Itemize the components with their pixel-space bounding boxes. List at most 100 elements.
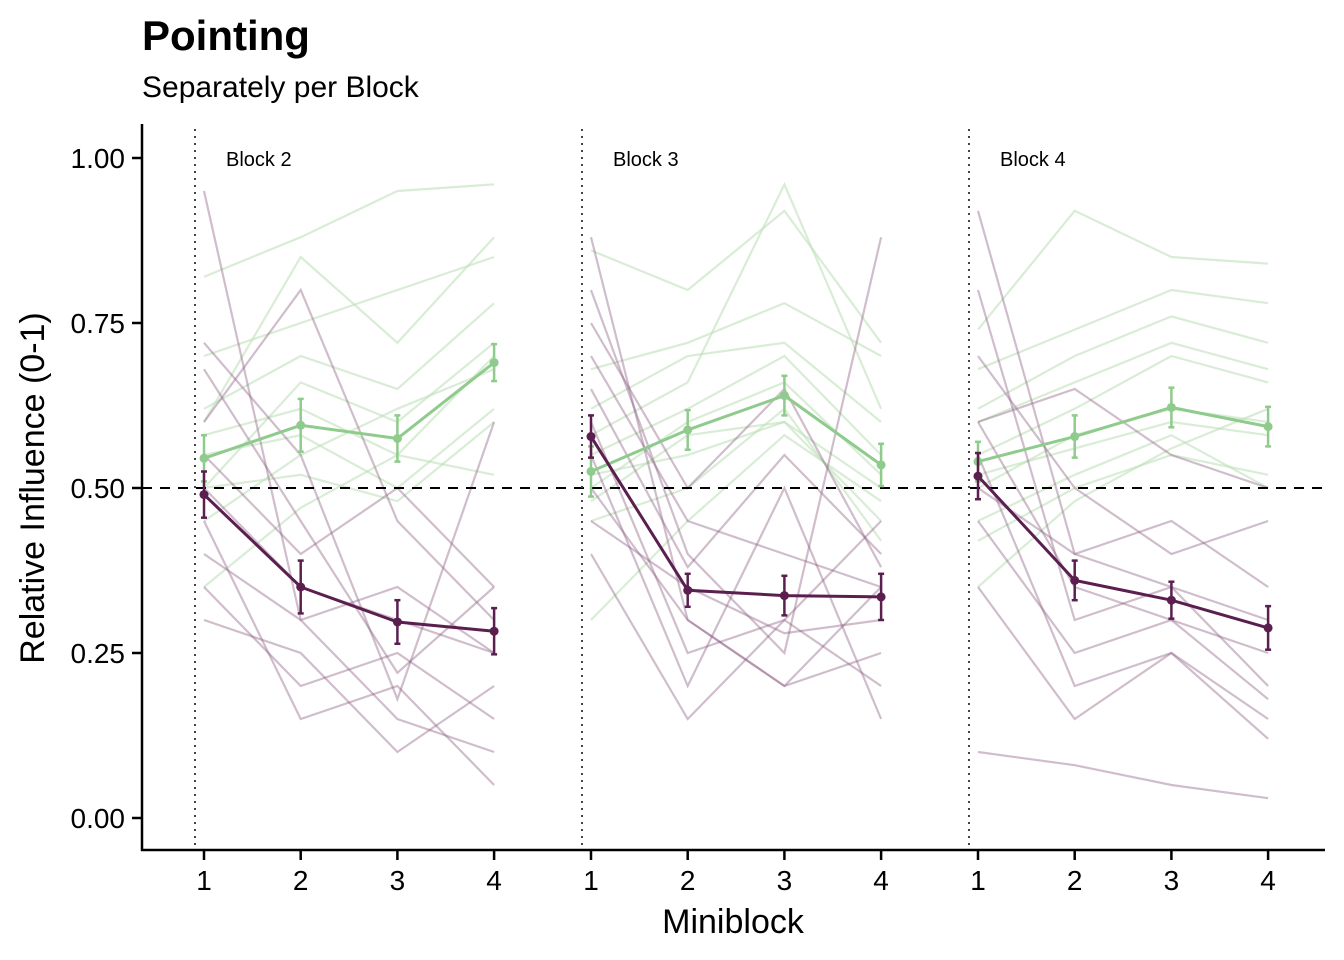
individual-line-purple-block-2-3 (203, 368, 495, 675)
mean-line-green-block-2 (203, 361, 496, 460)
individual-line-purple-block-4-7 (977, 520, 1269, 701)
x-tick-label-block-2-4: 4 (486, 865, 502, 896)
mean-series (199, 342, 1273, 656)
individual-line-purple-block-4-1 (976, 210, 1269, 622)
mean-point-green-block-2-1 (199, 453, 209, 463)
individual-line-purple-block-3-10 (590, 322, 883, 568)
mean-point-green-block-2-3 (392, 434, 402, 443)
individual-line-green-block-4-9 (977, 453, 1269, 542)
individual-line-purple-block-2-8 (203, 454, 495, 588)
individual-line-purple-block-3-2 (590, 355, 882, 589)
reference-lines: Block 2 Block 3 Block 4 (142, 129, 1325, 850)
individual-line-green-block-3-6 (590, 433, 882, 621)
mean-point-green-block-4-2 (1070, 432, 1080, 442)
individual-lines (202, 181, 1269, 800)
mean-line-green-block-3 (590, 393, 882, 473)
mean-point-green-block-2-2 (296, 420, 306, 430)
individual-line-green-block-2-1 (203, 183, 495, 278)
x-axis-label: Miniblock (662, 903, 805, 941)
individual-line-purple-block-2-7 (203, 618, 495, 754)
individual-line-purple-block-3-6 (589, 236, 883, 656)
y-tick-label-0.50: 0.50 (71, 473, 126, 504)
individual-line-green-block-2-4 (203, 407, 495, 490)
individual-line-green-block-3-5 (590, 354, 882, 456)
x-tick-label-block-2-1: 1 (196, 865, 212, 896)
mean-point-purple-block-3-2 (683, 585, 693, 595)
individual-line-purple-block-2-1 (202, 190, 495, 754)
mean-point-green-block-3-4 (876, 460, 886, 470)
y-tick-label-1.00: 1.00 (71, 143, 126, 174)
mean-point-purple-block-3-1 (586, 432, 596, 442)
individual-line-purple-block-2-4 (203, 586, 495, 720)
individual-line-purple-block-4-6 (976, 289, 1269, 687)
individual-line-green-block-3-1 (590, 209, 882, 344)
individual-line-green-block-3-9 (590, 407, 882, 542)
x-tick-label-block-4-4: 4 (1260, 865, 1276, 896)
individual-line-purple-block-4-3 (976, 454, 1269, 720)
individual-line-purple-block-2-9 (203, 342, 496, 703)
individual-line-green-block-3-3 (590, 341, 882, 423)
x-tick-label-block-4-3: 3 (1164, 865, 1180, 896)
individual-line-green-block-2-10 (203, 236, 495, 423)
mean-point-purple-block-4-4 (1263, 623, 1273, 633)
individual-line-purple-block-3-4 (590, 520, 882, 635)
block-label-4: Block 4 (1000, 149, 1066, 171)
individual-line-purple-block-3-8 (590, 388, 882, 570)
individual-line-purple-block-3-3 (589, 421, 882, 655)
x-tick-label-block-4-1: 1 (970, 865, 986, 896)
individual-line-green-block-4-4 (977, 433, 1269, 522)
mean-point-purple-block-2-4 (489, 626, 499, 636)
mean-line-green-block-4 (977, 405, 1269, 464)
mean-line-purple-block-4 (976, 475, 1269, 630)
individual-line-green-block-4-8 (977, 420, 1269, 476)
mean-point-green-block-3-1 (586, 467, 596, 476)
chart-subtitle: Separately per Block (142, 71, 419, 104)
mean-point-green-block-4-4 (1263, 422, 1273, 432)
individual-line-green-block-4-7 (977, 288, 1269, 371)
individual-line-purple-block-2-6 (203, 520, 495, 786)
individual-line-purple-block-3-1 (589, 236, 882, 688)
mean-point-purple-block-3-4 (876, 592, 886, 602)
individual-line-purple-block-4-2 (977, 421, 1269, 655)
x-tick-label-block-3-2: 2 (680, 865, 696, 896)
mean-point-purple-block-2-1 (199, 490, 209, 500)
mean-point-green-block-4-3 (1166, 402, 1176, 412)
block-label-3: Block 3 (613, 149, 679, 171)
chart-title: Pointing (142, 12, 310, 59)
individual-line-green-block-3-4 (590, 420, 882, 522)
x-tick-label-block-2-2: 2 (293, 865, 309, 896)
mean-point-purple-block-3-3 (779, 591, 789, 601)
y-tick-label-0.75: 0.75 (71, 308, 126, 339)
individual-line-purple-block-4-8 (977, 355, 1269, 556)
individual-line-purple-block-3-7 (590, 553, 882, 721)
mean-point-green-block-3-3 (779, 391, 789, 401)
individual-line-green-block-2-3 (203, 341, 495, 489)
individual-line-green-block-3-10 (590, 181, 883, 437)
individual-line-purple-block-4-4 (977, 750, 1269, 800)
mean-point-purple-block-4-1 (973, 471, 983, 481)
individual-line-green-block-4-10 (977, 315, 1269, 410)
y-tick-label-0.25: 0.25 (71, 638, 126, 669)
x-tick-label-block-4-2: 2 (1067, 865, 1083, 896)
mean-point-purple-block-4-3 (1166, 595, 1176, 605)
individual-line-purple-block-3-5 (589, 454, 883, 720)
block-label-2: Block 2 (226, 149, 292, 171)
individual-line-purple-block-4-5 (977, 487, 1269, 588)
mean-line-purple-block-2 (202, 493, 495, 633)
mean-point-purple-block-2-2 (296, 582, 306, 592)
individual-line-green-block-4-5 (977, 341, 1269, 424)
individual-line-purple-block-4-9 (977, 586, 1269, 740)
individual-line-purple-block-2-5 (203, 287, 495, 621)
individual-line-green-block-2-9 (203, 453, 495, 588)
mean-point-purple-block-4-2 (1070, 575, 1080, 585)
mean-point-green-block-2-4 (489, 358, 499, 368)
y-axis-label: Relative Influence (0-1) (14, 312, 52, 664)
y-tick-label-0.00: 0.00 (71, 803, 126, 834)
individual-line-green-block-2-5 (203, 302, 495, 410)
individual-line-green-block-3-7 (590, 301, 882, 371)
mean-line-purple-block-3 (589, 435, 882, 599)
individual-line-green-block-4-1 (977, 209, 1269, 331)
individual-line-green-block-3-8 (590, 420, 882, 489)
mean-point-green-block-3-2 (683, 425, 693, 435)
